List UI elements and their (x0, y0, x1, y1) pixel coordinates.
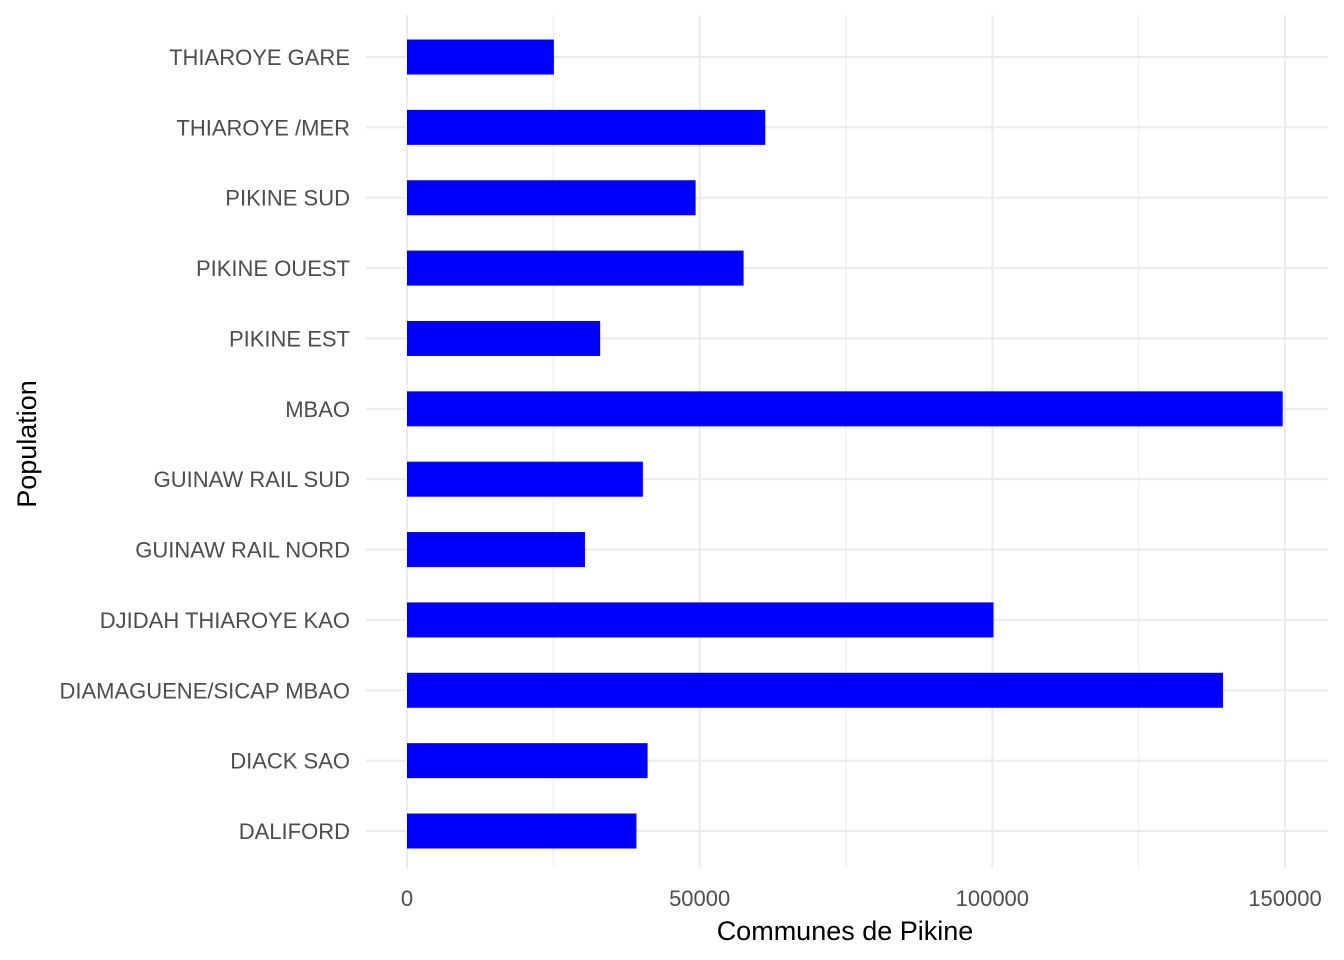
y-tick-labels: DALIFORD DIACK SAO DIAMAGUENE/SICAP MBAO DJ… (59, 45, 350, 844)
y-tick-label: MBAO (285, 397, 350, 422)
bar (407, 461, 643, 497)
y-tick-label: THIAROYE GARE (169, 45, 350, 70)
y-tick-label: PIKINE SUD (225, 186, 350, 211)
y-tick-label: GUINAW RAIL SUD (154, 467, 350, 492)
bar (407, 391, 1283, 427)
x-tick-label: 150000 (1248, 886, 1321, 911)
y-tick-label: DALIFORD (239, 819, 350, 844)
y-tick-label: DIACK SAO (230, 749, 350, 774)
bar (407, 672, 1223, 708)
x-tick-labels: 0 50000 100000 150000 (401, 886, 1322, 911)
bar (407, 180, 696, 216)
y-tick-label: DJIDAH THIAROYE KAO (100, 608, 350, 633)
bars (407, 39, 1283, 849)
y-tick-label: PIKINE EST (229, 326, 350, 351)
bar (407, 109, 766, 145)
bar (407, 743, 648, 779)
y-tick-label: PIKINE OUEST (196, 256, 350, 281)
x-tick-label: 100000 (956, 886, 1029, 911)
y-axis-title: Population (12, 380, 42, 508)
bar (407, 320, 601, 356)
bar (407, 250, 744, 286)
bar (407, 602, 994, 638)
x-tick-label: 50000 (669, 886, 730, 911)
x-axis-title: Communes de Pikine (717, 916, 974, 946)
x-tick-label: 0 (401, 886, 413, 911)
y-tick-label: THIAROYE /MER (176, 115, 350, 140)
y-tick-label: DIAMAGUENE/SICAP MBAO (59, 678, 350, 703)
bar (407, 813, 637, 849)
bar (407, 39, 554, 75)
bar (407, 532, 585, 568)
y-tick-label: GUINAW RAIL NORD (135, 538, 350, 563)
